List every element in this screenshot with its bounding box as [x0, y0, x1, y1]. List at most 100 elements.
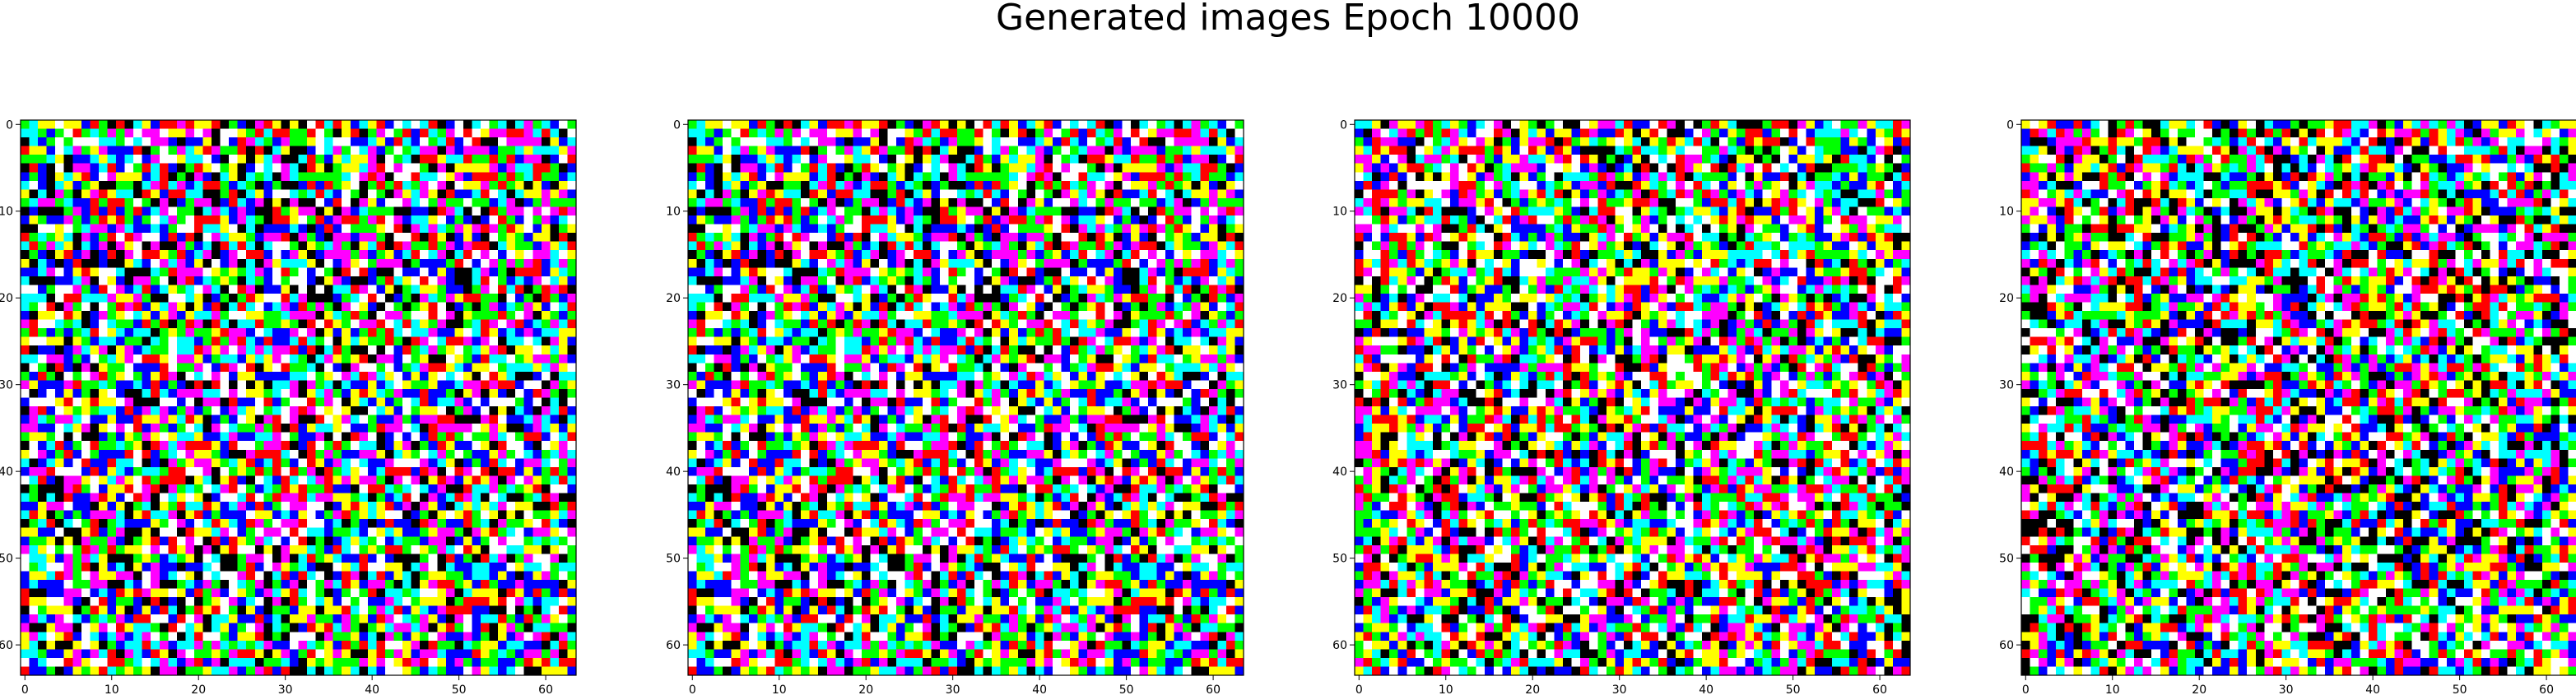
pixel-cell — [853, 215, 863, 225]
pixel-cell — [263, 388, 273, 398]
pixel-cell — [1070, 224, 1079, 234]
pixel-cell — [350, 510, 360, 520]
pixel-cell — [168, 293, 178, 303]
pixel-cell — [1208, 224, 1218, 234]
pixel-cell — [46, 579, 56, 589]
pixel-cell — [254, 380, 264, 390]
pixel-cell — [315, 544, 325, 554]
pixel-cell — [46, 215, 56, 225]
pixel-cell — [116, 614, 125, 624]
pixel-cell — [29, 363, 39, 373]
pixel-cell — [489, 475, 499, 485]
pixel-cell — [116, 466, 125, 476]
pixel-cell — [532, 233, 542, 242]
pixel-cell — [98, 397, 108, 407]
pixel-cell — [420, 311, 430, 320]
pixel-cell — [515, 623, 525, 632]
pixel-cell — [254, 657, 264, 667]
pixel-cell — [263, 554, 273, 563]
pixel-cell — [384, 588, 394, 598]
pixel-cell — [498, 189, 507, 199]
pixel-cell — [367, 579, 377, 589]
pixel-cell — [29, 527, 39, 537]
pixel-cell — [272, 588, 281, 598]
pixel-cell — [1035, 120, 1044, 129]
pixel-cell — [515, 432, 525, 442]
pixel-cell — [740, 146, 750, 155]
pixel-cell — [289, 155, 299, 164]
pixel-cell — [307, 206, 316, 216]
pixel-cell — [246, 197, 256, 207]
pixel-cell — [116, 258, 125, 268]
pixel-cell — [550, 276, 560, 285]
pixel-cell — [550, 597, 560, 606]
pixel-cell — [124, 345, 134, 355]
pixel-cell — [1104, 197, 1114, 207]
pixel-cell — [480, 536, 490, 546]
pixel-cell — [246, 302, 256, 312]
pixel-cell — [90, 180, 100, 190]
pixel-cell — [133, 424, 142, 433]
pixel-cell — [567, 137, 577, 146]
pixel-cell — [63, 475, 73, 485]
pixel-cell — [1235, 120, 1244, 129]
pixel-cell — [116, 415, 125, 424]
pixel-cell — [472, 224, 481, 234]
pixel-cell — [151, 319, 160, 329]
pixel-cell — [193, 311, 203, 320]
pixel-cell — [55, 562, 65, 572]
pixel-cell — [384, 276, 394, 285]
pixel-cell — [376, 172, 386, 182]
pixel-cell — [956, 215, 966, 225]
pixel-cell — [393, 180, 403, 190]
pixel-cell — [1078, 155, 1088, 164]
pixel-cell — [107, 267, 117, 277]
pixel-cell — [107, 250, 117, 260]
pixel-cell — [402, 128, 412, 138]
pixel-cell — [281, 189, 291, 199]
pixel-cell — [428, 319, 438, 329]
pixel-cell — [263, 224, 273, 234]
pixel-cell — [498, 285, 507, 294]
pixel-cell — [402, 649, 412, 659]
pixel-cell — [281, 155, 291, 164]
pixel-cell — [298, 554, 308, 563]
pixel-cell — [116, 163, 125, 173]
pixel-cell — [38, 406, 47, 415]
pixel-cell — [307, 197, 316, 207]
pixel-cell — [567, 640, 577, 650]
pixel-cell — [315, 146, 325, 155]
pixel-cell — [523, 623, 533, 632]
pixel-cell — [159, 441, 169, 451]
pixel-cell — [98, 302, 108, 312]
pixel-cell — [29, 146, 39, 155]
pixel-cell — [332, 180, 342, 190]
pixel-cell — [480, 632, 490, 642]
pixel-cell — [38, 614, 47, 624]
pixel-cell — [992, 233, 1001, 242]
pixel-cell — [428, 571, 438, 581]
pixel-cell — [212, 319, 221, 329]
pixel-cell — [307, 527, 316, 537]
pixel-cell — [740, 197, 750, 207]
pixel-cell — [696, 180, 706, 190]
pixel-cell — [307, 363, 316, 373]
pixel-cell — [159, 458, 169, 468]
pixel-cell — [515, 579, 525, 589]
pixel-cell — [411, 197, 421, 207]
pixel-cell — [532, 579, 542, 589]
pixel-cell — [992, 172, 1001, 182]
pixel-cell — [272, 285, 281, 294]
pixel-cell — [159, 336, 169, 346]
pixel-cell — [315, 189, 325, 199]
pixel-cell — [168, 527, 178, 537]
pixel-cell — [411, 527, 421, 537]
pixel-cell — [515, 475, 525, 485]
pixel-cell — [445, 137, 455, 146]
pixel-cell — [463, 345, 472, 355]
pixel-cell — [1208, 197, 1218, 207]
pixel-cell — [931, 172, 941, 182]
pixel-cell — [124, 224, 134, 234]
pixel-cell — [515, 241, 525, 251]
pixel-cell — [835, 163, 845, 173]
